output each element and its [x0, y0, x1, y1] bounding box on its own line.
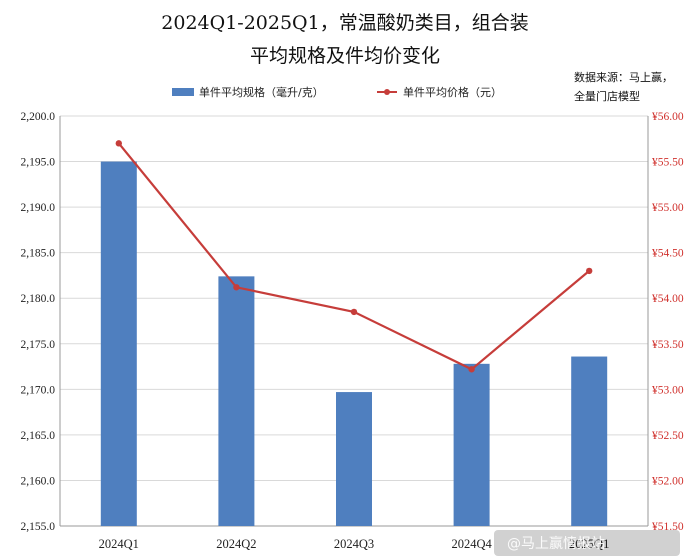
- x-axis-tick-label: 2024Q1: [99, 537, 139, 551]
- legend-bar-swatch: [172, 88, 194, 96]
- source-line2: 全量门店模型: [574, 89, 640, 103]
- right-axis-tick-label: ¥54.50: [652, 248, 684, 260]
- price-point-2024Q4: [468, 366, 475, 373]
- left-axis-tick-label: 2,195.0: [21, 157, 56, 169]
- bar-2024Q3: [336, 392, 372, 526]
- x-axis-tick-label: 2024Q4: [451, 537, 492, 551]
- legend: 单件平均规格（毫升/克） 单件平均价格（元）: [172, 85, 502, 99]
- price-point-2025Q1: [586, 267, 593, 275]
- left-axis-tick-label: 2,160.0: [21, 475, 56, 487]
- price-point-2024Q3: [350, 308, 358, 316]
- chart-title-line2: 平均规格及件均价变化: [250, 45, 440, 67]
- watermark-background: [494, 530, 680, 556]
- watermark-text: @马上赢情报站: [507, 535, 605, 552]
- left-axis-tick-label: 2,190.0: [21, 202, 56, 214]
- price-point-2024Q2: [233, 284, 240, 291]
- chart-title-line1: 2024Q1-2025Q1，常温酸奶类目，组合装: [161, 12, 528, 34]
- legend-line-label: 单件平均价格（元）: [403, 85, 502, 99]
- right-axis-tick-label: ¥56.00: [652, 111, 684, 123]
- bar-series: [100, 161, 608, 527]
- bar-2024Q4: [453, 363, 490, 526]
- right-axis-tick-label: ¥52.00: [652, 475, 684, 487]
- right-axis-tick-label: ¥54.00: [652, 293, 684, 305]
- left-axis-tick-label: 2,165.0: [21, 430, 56, 442]
- bar-2024Q2: [218, 276, 255, 526]
- left-axis-tick-label: 2,180.0: [21, 293, 56, 305]
- line-series: [115, 140, 593, 373]
- x-axis-tick-label: 2024Q2: [216, 537, 256, 551]
- price-point-2024Q1: [115, 140, 123, 147]
- right-axis-tick-label: ¥53.00: [652, 384, 684, 396]
- left-axis-tick-label: 2,175.0: [21, 339, 56, 351]
- left-axis-tick-label: 2,185.0: [21, 248, 56, 260]
- right-axis-tick-label: ¥52.50: [652, 430, 684, 442]
- tick-labels: 2,155.0 2,160.0 2,165.0 2,170.0 2,175.0 2,180…: [21, 111, 684, 551]
- x-axis-tick-label: 2025Q1: [569, 537, 609, 551]
- watermark: @马上赢情报站: [494, 530, 680, 556]
- right-axis-tick-label: ¥55.50: [652, 157, 684, 169]
- bar-2024Q1: [100, 161, 137, 527]
- right-axis-tick-label: ¥51.50: [652, 521, 684, 533]
- gridlines: [60, 115, 648, 481]
- left-axis-tick-label: 2,200.0: [21, 111, 56, 123]
- right-axis-tick-label: ¥55.00: [652, 202, 684, 214]
- legend-bar-label: 单件平均规格（毫升/克）: [199, 85, 324, 99]
- left-axis-tick-label: 2,170.0: [21, 384, 56, 396]
- bar-2025Q1: [571, 356, 608, 526]
- right-axis-tick-label: ¥53.50: [652, 339, 684, 351]
- left-axis-tick-label: 2,155.0: [21, 521, 56, 533]
- x-axis-tick-label: 2024Q3: [334, 537, 374, 551]
- legend-line-marker: [384, 89, 390, 95]
- source-line1: 数据来源：马上赢，: [574, 70, 673, 84]
